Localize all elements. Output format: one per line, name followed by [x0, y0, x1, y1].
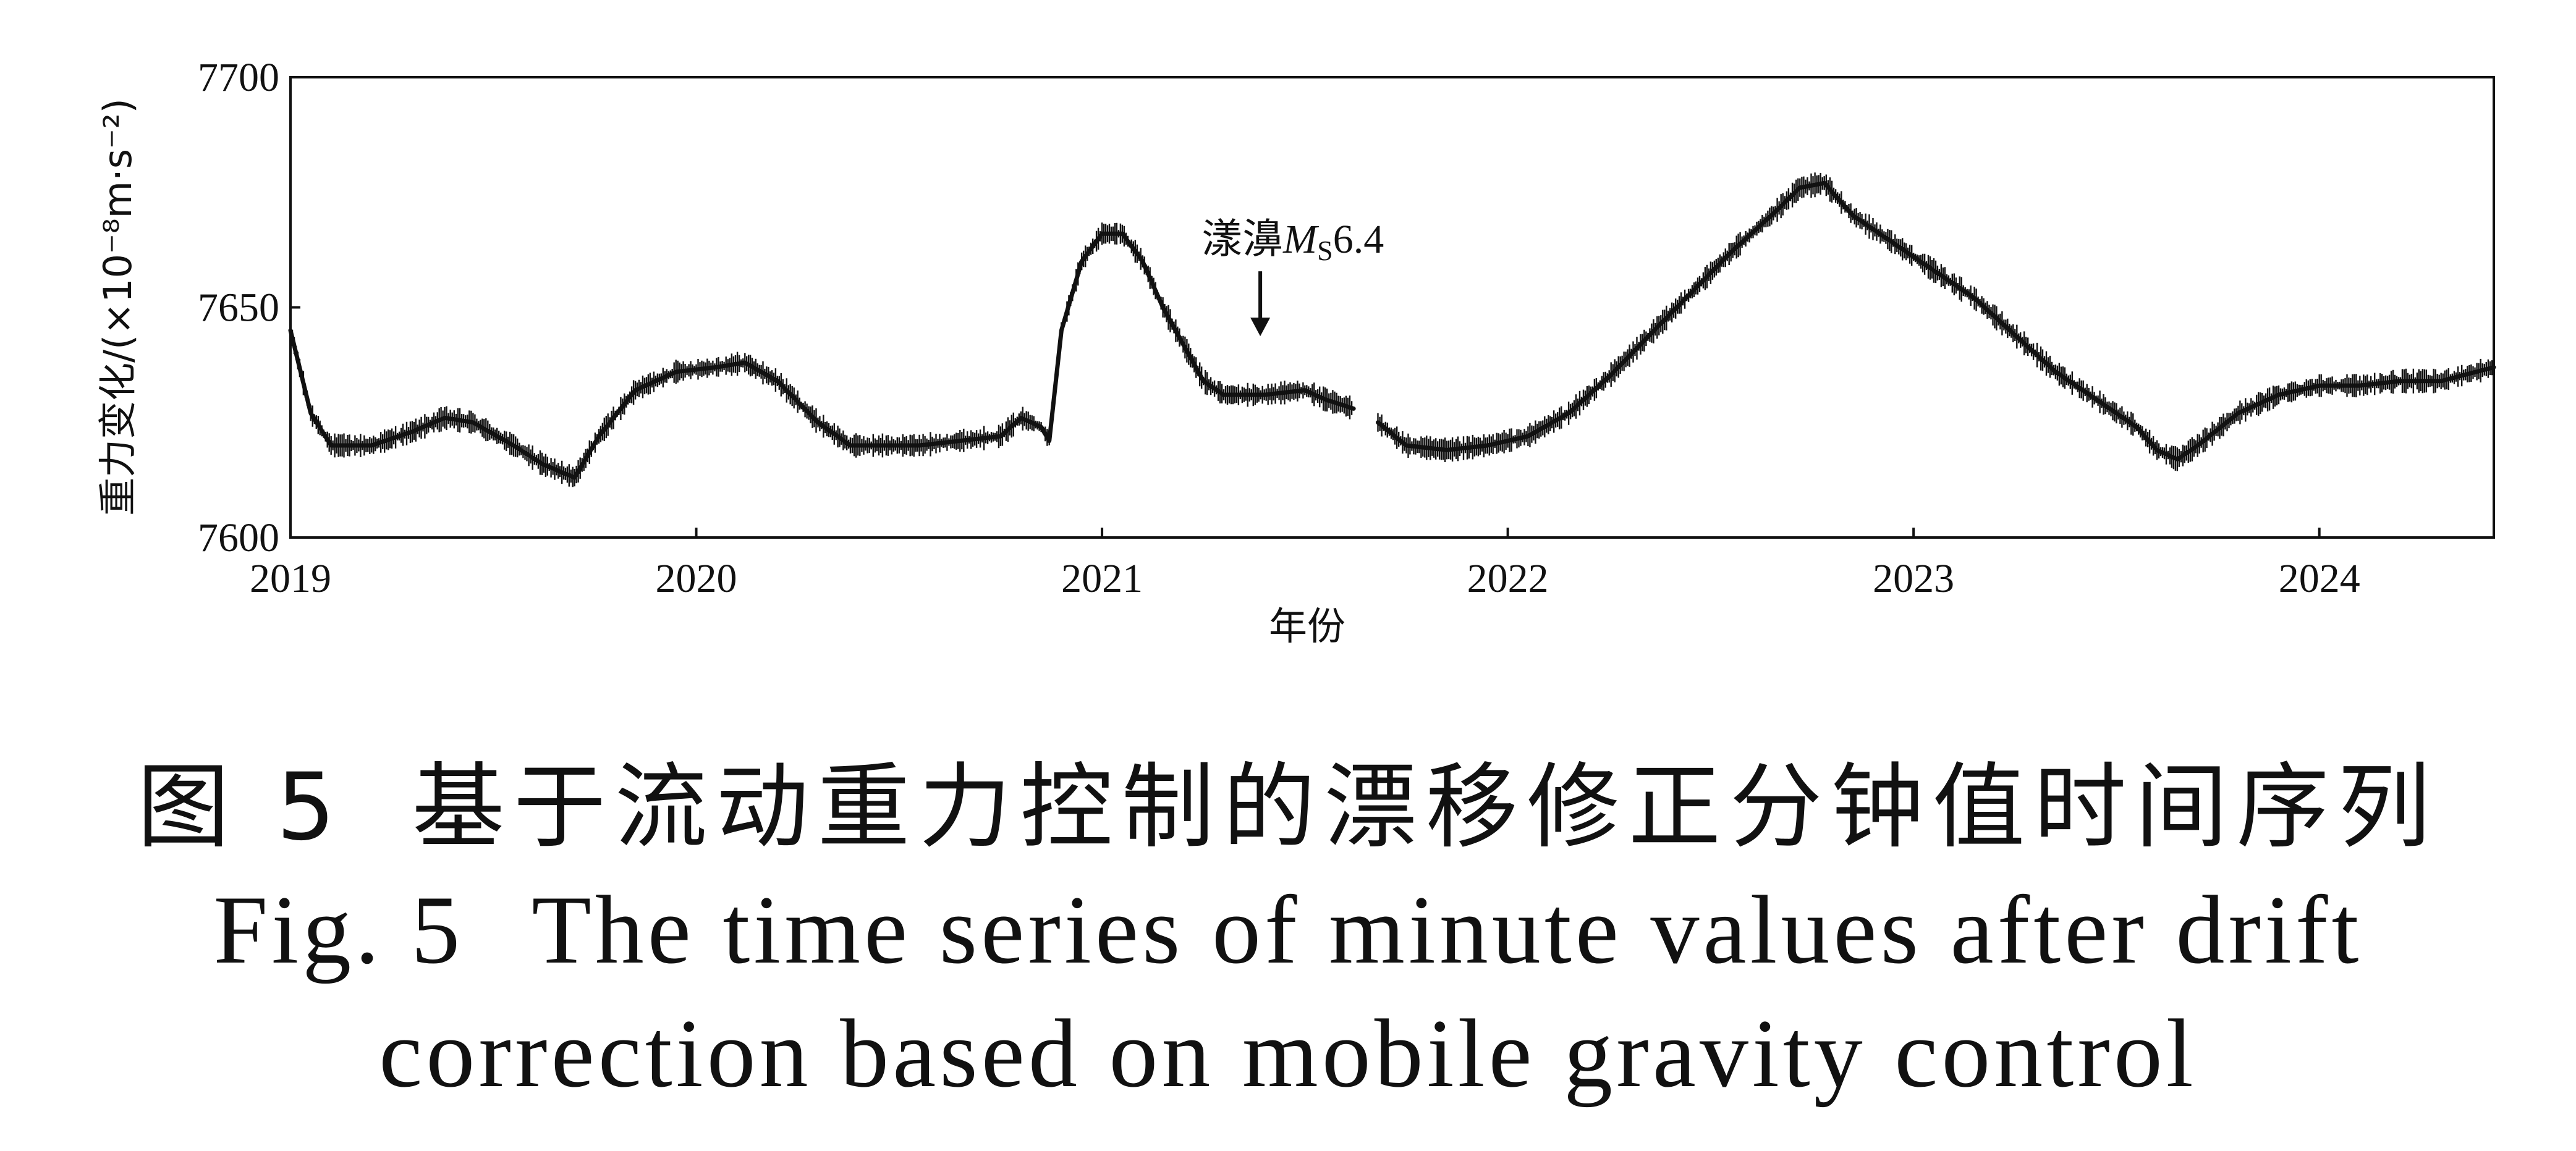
- annotation-magnitude-value: 6.4: [1333, 217, 1384, 262]
- annotation-magnitude-subscript: S: [1317, 235, 1333, 266]
- x-tick-label: 2024: [2279, 556, 2360, 601]
- figure-caption-english-line2: correction based on mobile gravity contr…: [0, 998, 2576, 1110]
- y-tick-label: 7600: [198, 515, 279, 560]
- y-tick-label: 7700: [198, 55, 279, 100]
- x-tick-label: 2021: [1061, 556, 1143, 601]
- annotation-label: 漾濞MS6.4: [1201, 217, 1384, 266]
- annotation-arrow-head: [1250, 318, 1271, 337]
- data-noise-band: [289, 172, 2493, 487]
- caption-english-text-line1: The time series of minute values after d…: [532, 876, 2363, 984]
- x-tick-label: 2020: [656, 556, 737, 601]
- figure-number-english: Fig. 5: [213, 876, 464, 984]
- figure-caption-chinese: 图 5 基于流动重力控制的漂移修正分钟值时间序列: [0, 732, 2576, 866]
- caption-chinese-text: 基于流动重力控制的漂移修正分钟值时间序列: [412, 754, 2439, 861]
- y-axis-title: 重力变化/(×10⁻⁸m·s⁻²): [95, 98, 140, 516]
- axis-ticks: 2019 2020 2021 2022 2023 2024 7600 7650 7700: [198, 55, 2360, 601]
- figure-caption-english-line1: Fig. 5 The time series of minute values a…: [0, 874, 2576, 987]
- data-series: [288, 180, 2496, 480]
- x-axis-title: 年份: [1269, 604, 1345, 649]
- plot-frame: [289, 76, 2495, 539]
- x-tick-label: 2022: [1467, 556, 1549, 601]
- earthquake-annotation: 漾濞MS6.4: [1201, 217, 1384, 337]
- caption-english-text-line2: correction based on mobile gravity contr…: [379, 1000, 2197, 1108]
- annotation-location: 漾濞: [1201, 217, 1283, 262]
- x-tick-label: 2023: [1873, 556, 1954, 601]
- y-tick-label: 7650: [198, 285, 279, 331]
- series-line: [288, 231, 1356, 480]
- annotation-arrow: [1250, 271, 1271, 337]
- annotation-magnitude-symbol: M: [1282, 217, 1320, 262]
- figure-number-chinese: 图 5: [137, 754, 344, 861]
- series-noise: [289, 222, 1353, 487]
- series-line: [1376, 180, 2496, 462]
- x-tick-label: 2019: [250, 556, 331, 601]
